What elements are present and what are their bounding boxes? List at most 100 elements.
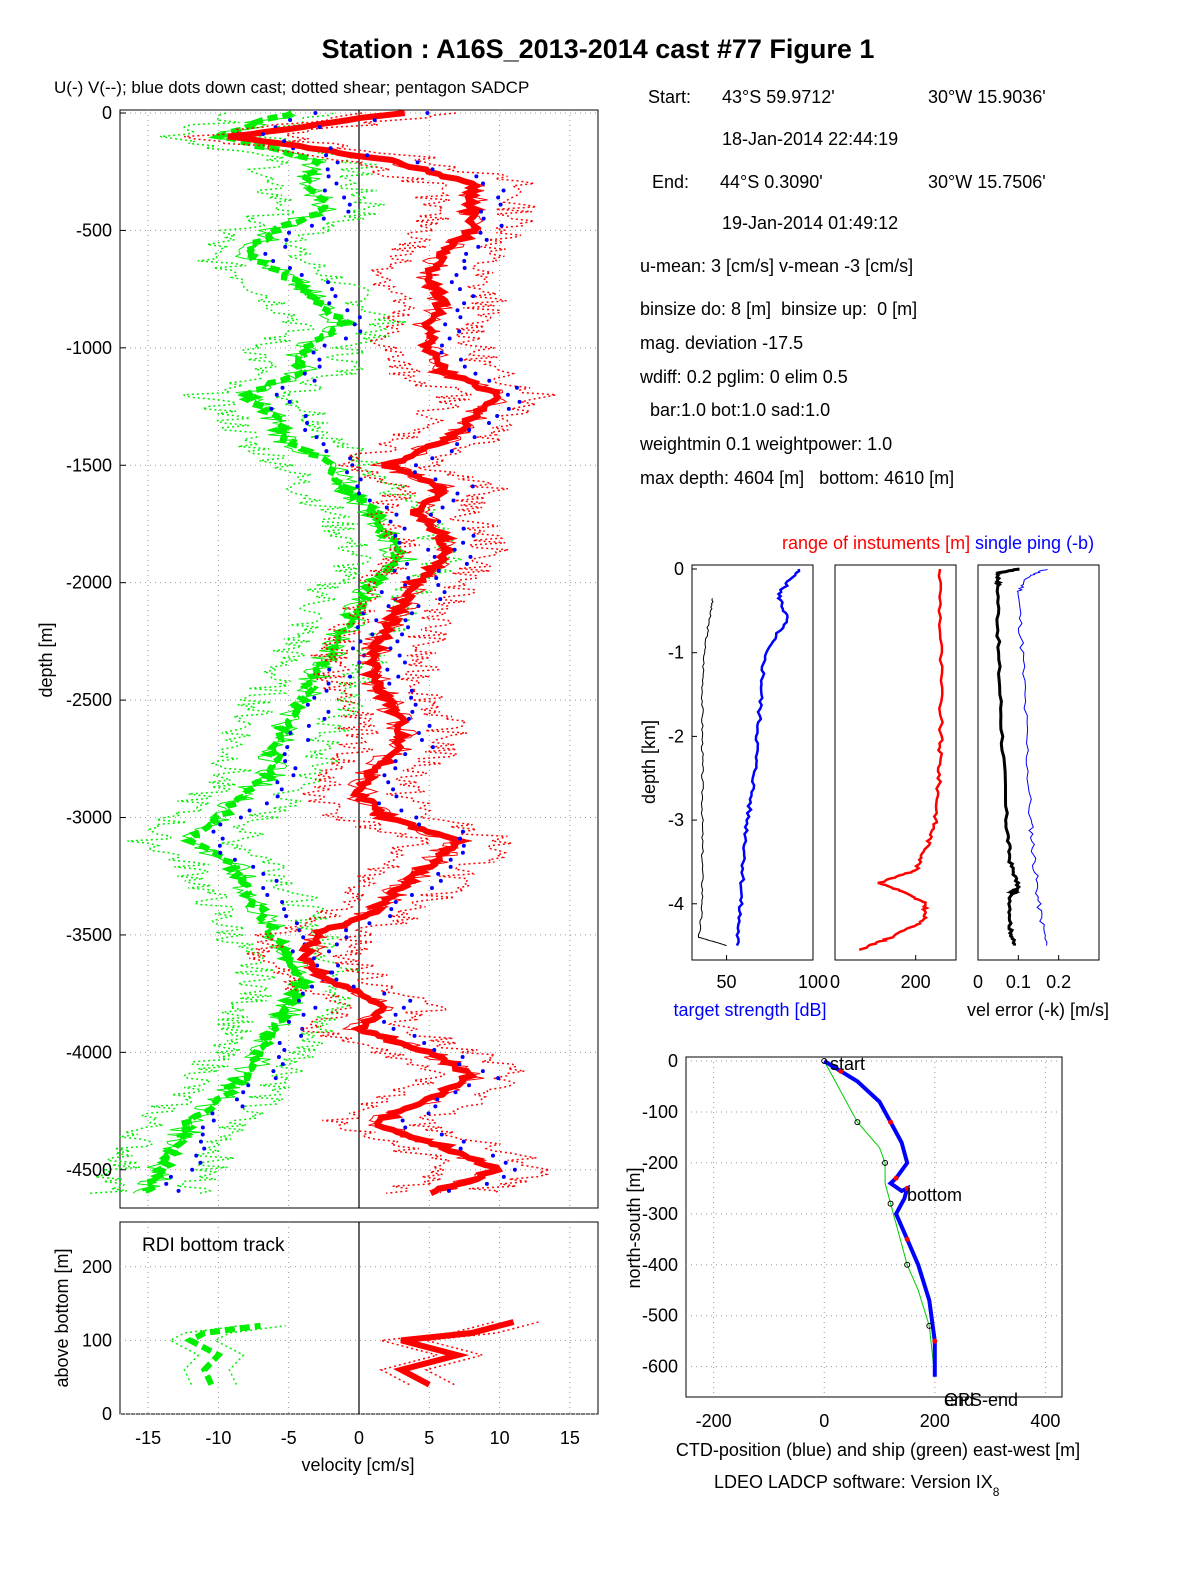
u-component-downcast-dot — [457, 287, 462, 292]
v-component-downcast-dot — [168, 1174, 173, 1179]
ctd-track-marker — [932, 1338, 938, 1344]
u-component-downcast-dot — [436, 583, 441, 588]
v-component-downcast-dot — [198, 1139, 203, 1144]
v-component-downcast-dot — [321, 442, 326, 447]
position-annotation-gps-end: GPS-end — [944, 1390, 1018, 1410]
velocity-profile-ytick-label: -1000 — [66, 338, 112, 358]
v-component-downcast-dot — [218, 822, 223, 827]
v-component-downcast-dot — [279, 787, 284, 792]
v-component-downcast-dot — [271, 258, 276, 263]
u-component-downcast-dot — [328, 970, 333, 975]
u-component-downcast-dot — [468, 554, 473, 559]
v-component-downcast-dot — [210, 1111, 215, 1116]
v-component-downcast-dot — [355, 625, 360, 630]
mag-deviation: mag. deviation -17.5 — [640, 333, 803, 353]
position-annotation-start: start — [830, 1054, 865, 1074]
u-component-downcast-dot — [439, 343, 444, 348]
u-component-downcast-dot — [439, 1132, 444, 1137]
position-panel: -200 0 200 400 0 -100 -200 -300 -400 -500 -600 sta… — [624, 1051, 1080, 1460]
target-strength-frame — [691, 564, 814, 961]
v-component-downcast-dot — [285, 745, 290, 750]
v-component-downcast-dot — [294, 921, 299, 926]
u-component-downcast-dot — [408, 998, 413, 1003]
v-component-downcast-dot — [198, 1160, 203, 1165]
vel-error-frame — [977, 564, 1100, 961]
v-component-downcast-dot — [247, 808, 252, 813]
v-component-downcast-dot — [299, 1033, 304, 1038]
v-component-downcast-dot — [282, 907, 287, 912]
u-component-downcast-dot — [393, 1012, 398, 1017]
v-component-downcast-dot — [327, 301, 332, 306]
u-component-downcast-dot — [443, 322, 448, 327]
end-lon: 30°W 15.7506' — [928, 172, 1046, 192]
u-component-downcast-dot — [499, 223, 504, 228]
u-component-downcast-dot — [436, 871, 441, 876]
u-component-downcast-dot — [461, 526, 466, 531]
v-component-downcast-dot — [356, 491, 361, 496]
u-component-shear-lower — [183, 112, 472, 1195]
vel-error-ticks: 0 0.1 0.2 — [973, 955, 1071, 992]
v-component-downcast-dot — [326, 174, 331, 179]
u-component-downcast-dot — [386, 780, 391, 785]
v-component-downcast-dot — [313, 1005, 318, 1010]
v-component-downcast-dot — [261, 885, 266, 890]
v-component-downcast-dot — [291, 773, 296, 778]
v-component-downcast-dot — [282, 752, 287, 757]
u-component-downcast-dot — [400, 1118, 405, 1123]
u-component-downcast-dot — [393, 766, 398, 771]
u-component-downcast-dot — [415, 160, 420, 165]
bottom-track-ytick-label: 200 — [82, 1257, 112, 1277]
position-annotation-end: end — [944, 1390, 974, 1410]
u-component-downcast-dot — [438, 597, 443, 602]
v-component-downcast-dot — [310, 984, 315, 989]
v-component-downcast-dot — [317, 357, 322, 362]
velocity-profile-ytick-label: -4000 — [66, 1042, 112, 1062]
v-component-downcast-dot — [200, 1125, 205, 1130]
ctd-track-marker — [888, 1119, 894, 1125]
ship-track-marker — [904, 1261, 911, 1268]
v-component-downcast-dot — [352, 322, 357, 327]
v-component-downcast-dot — [261, 871, 266, 876]
u-component-downcast-dot — [501, 1174, 506, 1179]
ctd-track-line — [823, 1059, 937, 1377]
v-component-downcast-dot — [301, 935, 306, 940]
bt-u-shear-upper — [424, 1321, 539, 1386]
v-component-downcast-dot — [374, 618, 379, 623]
v-component-downcast-dot — [306, 723, 311, 728]
small-panel-xtick-label: 0 — [830, 972, 840, 992]
v-component-downcast-dot — [322, 343, 327, 348]
vel-error-line — [993, 567, 1021, 946]
bottom-track-ytick-label: 100 — [82, 1330, 112, 1350]
v-component-downcast-dot — [402, 526, 407, 531]
target-strength-panel: 50 100 0 -1 -2 -3 -4 target strength [dB] dept… — [639, 559, 828, 1020]
u-component-downcast-dot — [395, 639, 400, 644]
u-component-shear-upper — [283, 112, 557, 1194]
bottom-track-xtick-label: 0 — [354, 1428, 364, 1448]
u-component-downcast-dot — [413, 702, 418, 707]
u-component-profile-line — [227, 110, 504, 1197]
bt-v-shear-lower — [168, 1324, 241, 1385]
bottom-track-title: RDI bottom track — [142, 1235, 285, 1256]
wdiff-info: wdiff: 0.2 pglim: 0 elim 0.5 — [639, 367, 848, 387]
u-component-downcast-dot — [430, 456, 435, 461]
v-component-downcast-dot — [273, 1076, 278, 1081]
velocity-means: u-mean: 3 [cm/s] v-mean -3 [cm/s] — [640, 256, 913, 276]
u-component-downcast-dot — [344, 928, 349, 933]
v-component-downcast-dot — [314, 435, 319, 440]
u-component-downcast-dot — [401, 1005, 406, 1010]
v-component-downcast-dot — [334, 181, 339, 186]
v-component-downcast-dot — [282, 1048, 287, 1053]
v-component-downcast-dot — [238, 815, 243, 820]
v-component-downcast-dot — [194, 1153, 199, 1158]
velocity-profile-ytick-label: -2000 — [66, 573, 112, 593]
u-component-downcast-dot — [416, 730, 421, 735]
bt-u-shear-lower — [379, 1321, 494, 1386]
ctd-track-marker — [838, 1068, 844, 1074]
v-component-downcast-dot — [386, 604, 391, 609]
v-component-downcast-dot — [286, 230, 291, 235]
ctd-track-marker — [893, 1175, 899, 1181]
u-component-downcast-dot — [391, 787, 396, 792]
target-strength-line — [735, 568, 801, 947]
v-component-downcast-dot — [358, 477, 363, 482]
u-component-downcast-dot — [490, 1153, 495, 1158]
